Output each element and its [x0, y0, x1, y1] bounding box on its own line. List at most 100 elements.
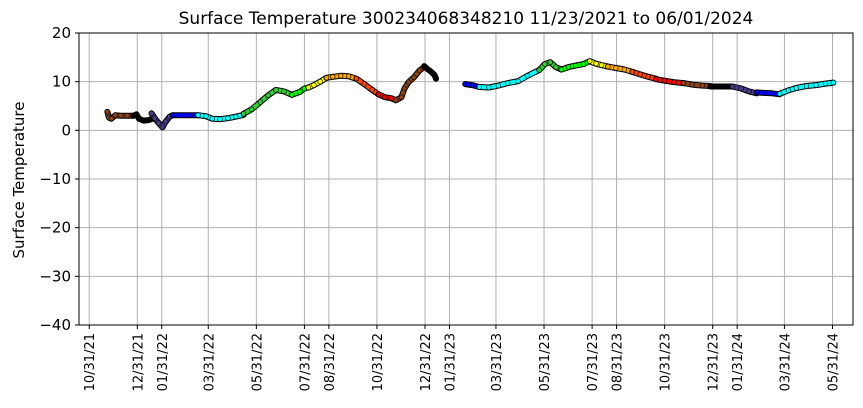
data-point	[699, 82, 706, 89]
data-point	[542, 61, 548, 67]
data-point	[746, 88, 752, 95]
data-point	[311, 82, 317, 88]
data-point	[598, 62, 605, 68]
data-point	[738, 85, 744, 92]
x-tick-label: 01/31/22	[156, 333, 171, 391]
data-point	[754, 89, 760, 96]
data-point	[209, 115, 215, 122]
data-point	[369, 87, 375, 93]
data-point	[241, 111, 247, 117]
data-point	[653, 76, 659, 82]
y-tick-label: −30	[39, 267, 71, 285]
x-tick-label: 12/31/22	[419, 333, 434, 391]
data-point	[689, 81, 695, 88]
data-point	[163, 118, 169, 125]
series-segment	[587, 59, 610, 69]
x-tick-label: 03/31/22	[202, 333, 217, 391]
data-point	[713, 83, 720, 90]
x-tick-label: 07/31/23	[586, 333, 601, 391]
data-point	[645, 74, 651, 80]
data-point	[398, 94, 405, 100]
x-tick-label: 08/31/23	[611, 333, 626, 391]
data-point	[661, 77, 668, 84]
data-point	[136, 115, 142, 122]
data-point	[793, 85, 799, 91]
data-point	[195, 112, 201, 118]
data-point	[108, 115, 115, 122]
x-tick-label: 03/31/23	[490, 333, 505, 391]
data-point	[297, 89, 303, 95]
data-point	[203, 113, 209, 119]
data-point	[133, 111, 140, 118]
y-tick-label: 10	[52, 73, 71, 91]
data-point	[375, 91, 382, 98]
data-point	[621, 66, 628, 73]
x-tick-label: 10/31/21	[83, 333, 98, 391]
data-point	[565, 64, 572, 70]
data-point	[729, 83, 736, 90]
data-point	[593, 60, 599, 67]
data-point	[152, 115, 158, 121]
data-point	[785, 87, 792, 94]
data-point	[761, 90, 767, 96]
data-point	[289, 92, 295, 98]
series-segment	[681, 81, 713, 88]
data-point	[505, 80, 511, 86]
data-point	[553, 64, 559, 70]
x-tick-label: 10/31/22	[371, 333, 386, 391]
data-series	[104, 58, 837, 131]
data-point	[462, 81, 468, 87]
data-point	[830, 79, 836, 86]
data-point	[393, 97, 399, 103]
y-axis-ticks: 20 10 0 −10 −20 −30 −40	[39, 24, 79, 334]
x-tick-label: 07/31/22	[298, 333, 313, 391]
x-tick-label: 08/31/22	[323, 333, 338, 391]
data-point	[257, 99, 263, 105]
series-segment	[630, 69, 658, 81]
x-axis-ticks: 10/31/21 12/31/21 01/31/22 03/31/22 05/31/22…	[83, 325, 842, 391]
series-segment	[754, 90, 782, 97]
data-point	[803, 83, 810, 89]
data-point	[225, 115, 231, 121]
data-point	[148, 110, 155, 117]
x-tick-label: 01/31/23	[443, 333, 458, 391]
y-tick-label: −40	[39, 316, 71, 334]
x-tick-label: 05/31/22	[250, 333, 265, 391]
data-point	[411, 74, 417, 81]
data-point	[217, 116, 223, 122]
data-point	[776, 91, 783, 97]
data-point	[187, 112, 193, 118]
x-tick-label: 10/31/23	[659, 333, 674, 391]
data-point	[104, 109, 111, 115]
data-point	[361, 81, 367, 87]
series-segment	[654, 77, 686, 86]
x-tick-label: 12/31/21	[131, 333, 146, 391]
data-point	[671, 79, 677, 85]
y-axis-label: Surface Temperature	[10, 102, 28, 259]
data-point	[233, 113, 239, 120]
x-tick-label: 12/31/23	[707, 333, 722, 391]
data-point	[572, 62, 579, 69]
data-point	[558, 66, 565, 73]
data-point	[405, 79, 412, 85]
x-tick-label: 05/31/24	[827, 333, 842, 391]
x-tick-label: 01/31/24	[731, 333, 746, 391]
data-point	[680, 80, 687, 86]
series-segment	[354, 76, 381, 97]
series-segment	[605, 64, 635, 74]
data-point	[769, 90, 775, 97]
data-point	[580, 61, 587, 67]
data-point	[281, 88, 287, 95]
data-point	[118, 112, 124, 119]
data-point	[515, 78, 521, 84]
data-point	[170, 112, 176, 118]
x-tick-label: 05/31/23	[538, 333, 553, 391]
series-segment	[730, 84, 759, 96]
data-point	[424, 66, 431, 72]
data-point	[273, 87, 279, 93]
data-point	[822, 80, 829, 87]
x-tick-label: 03/31/24	[778, 333, 793, 391]
data-point	[486, 84, 492, 91]
data-point	[317, 78, 323, 85]
